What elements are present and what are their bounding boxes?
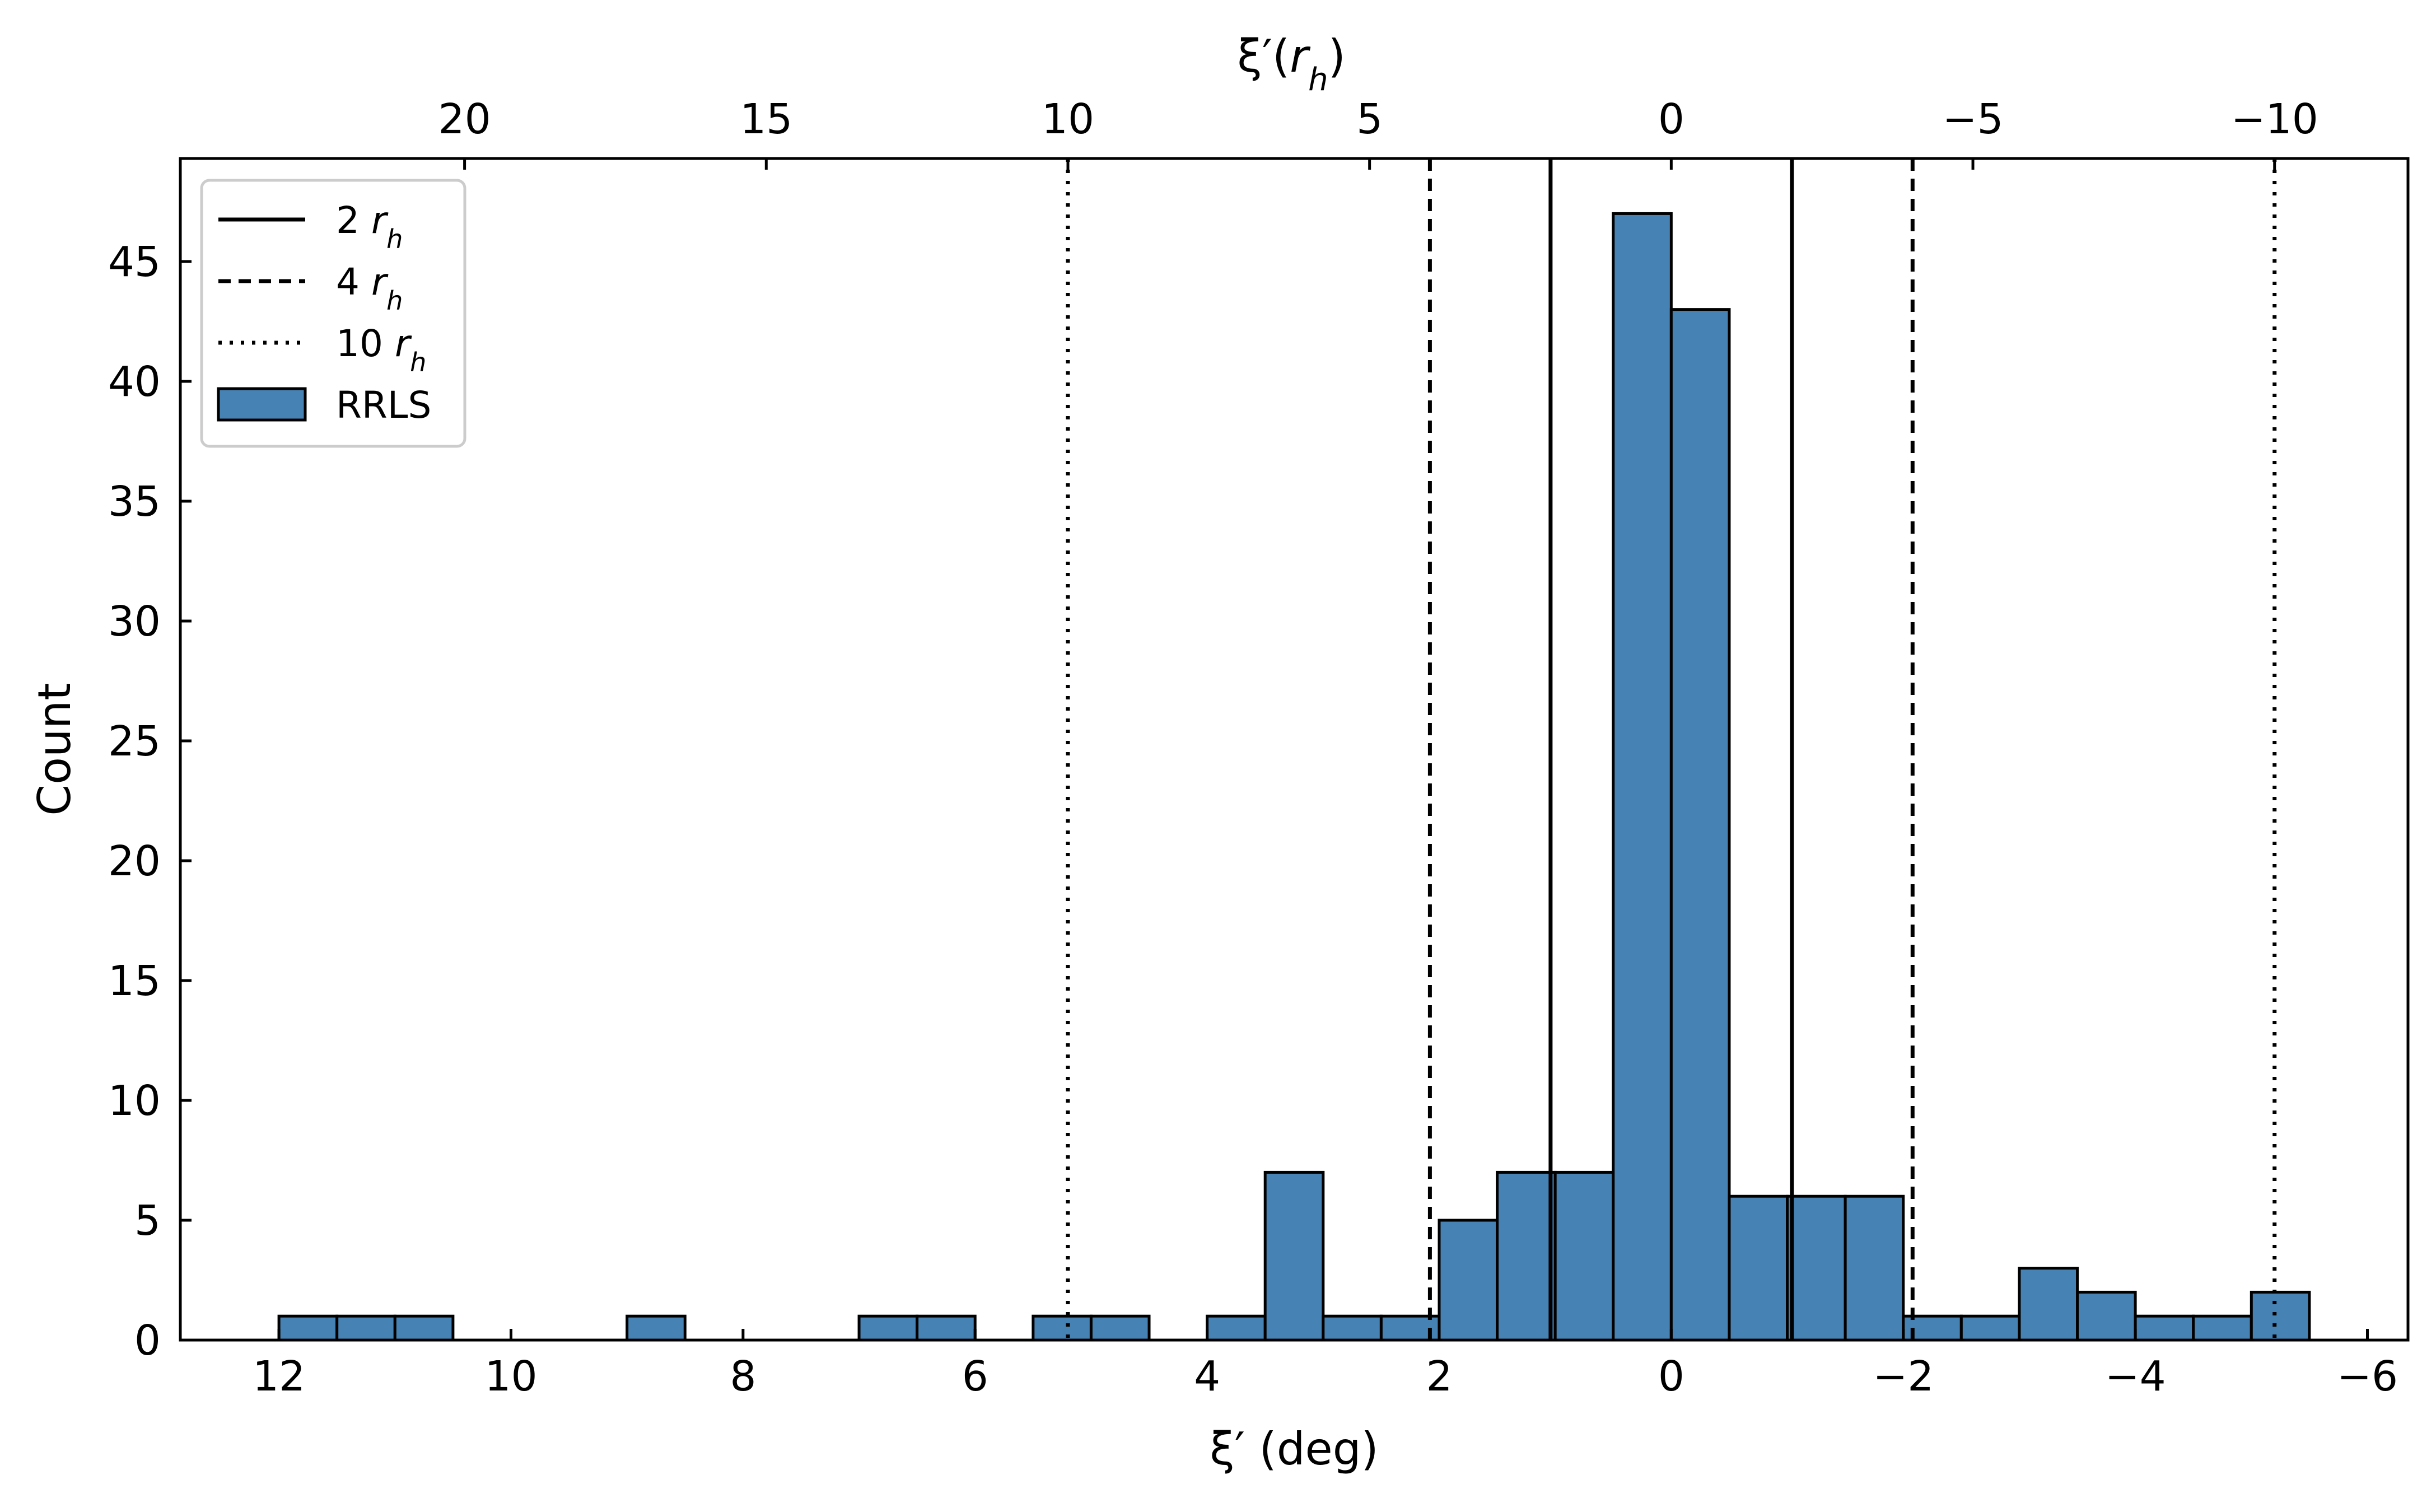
top-x-tick-label: 10	[1042, 95, 1094, 143]
histogram-bar	[1669, 308, 1731, 1342]
legend-label: RRLS	[336, 384, 431, 427]
top-x-tick-label: −5	[1943, 95, 2004, 143]
top-x-tick-label: 20	[438, 95, 491, 143]
bottom-x-axis: 12 10 8 6 4 2 0 −2 −4 −6	[253, 1329, 2398, 1401]
legend: 2 rh 4 rh 10 rh RRLS	[200, 179, 466, 448]
histogram-bar	[857, 1314, 919, 1342]
x-tick-label: 6	[962, 1352, 988, 1401]
histogram-bar	[2192, 1314, 2253, 1342]
y-axis: 0 5 10 15 20 25 30 35 40 45	[108, 238, 192, 1365]
y-tick-label: 35	[108, 478, 161, 526]
histogram-bar	[1728, 1194, 1789, 1342]
histogram-bar	[916, 1314, 977, 1342]
histogram-bar	[393, 1314, 455, 1342]
x-tick-label: −2	[1873, 1352, 1934, 1401]
top-x-axis: 20 15 10 5 0 −5 −10	[438, 95, 2318, 170]
histogram-bar	[1032, 1314, 1093, 1342]
histogram-bar	[277, 1314, 339, 1342]
y-axis-label: Count	[29, 683, 81, 816]
bars-group	[277, 212, 2311, 1342]
y-tick-label: 5	[134, 1197, 161, 1245]
vertical-lines-group	[1066, 158, 2277, 1340]
top-x-tick-label: 5	[1356, 95, 1383, 143]
histogram-bar	[1786, 1194, 1847, 1342]
histogram-bar	[1089, 1314, 1151, 1342]
y-tick-label: 15	[108, 957, 161, 1005]
top-x-tick-label: 0	[1658, 95, 1684, 143]
x-tick-label: 8	[730, 1352, 756, 1401]
x-tick-label: −4	[2105, 1352, 2166, 1401]
x-tick-label: 4	[1194, 1352, 1220, 1401]
legend-label: 2 rh	[336, 199, 403, 254]
top-x-axis-label: ξ′(rh)	[1237, 30, 1346, 98]
legend-label: 4 rh	[336, 260, 403, 316]
x-tick-label: 0	[1658, 1352, 1684, 1401]
top-x-tick-label: −10	[2231, 95, 2318, 143]
histogram-bar	[1438, 1219, 1499, 1342]
histogram-bar	[335, 1314, 396, 1342]
histogram-bar	[1553, 1170, 1615, 1342]
legend-label: 10 rh	[336, 322, 426, 377]
legend-swatch-rrls	[217, 387, 307, 422]
histogram-bar	[1206, 1314, 1267, 1342]
x-tick-label: −6	[2337, 1352, 2398, 1401]
y-tick-label: 30	[108, 598, 161, 646]
y-tick-label: 25	[108, 717, 161, 766]
y-tick-label: 45	[108, 238, 161, 286]
histogram-bar	[2018, 1267, 2079, 1342]
histogram-bar	[2250, 1290, 2311, 1342]
x-tick-label: 2	[1426, 1352, 1452, 1401]
histogram-bar	[626, 1314, 687, 1342]
x-axis-label: ξ′ (deg)	[1210, 1423, 1378, 1475]
histogram-bar	[1612, 212, 1673, 1342]
histogram-bar	[1496, 1170, 1557, 1342]
histogram-bar	[2134, 1314, 2195, 1342]
histogram-bar	[2076, 1290, 2137, 1342]
y-tick-label: 0	[134, 1317, 161, 1365]
y-tick-label: 20	[108, 837, 161, 885]
plot-frame	[179, 157, 2410, 1342]
top-x-tick-label: 15	[740, 95, 792, 143]
legend-box	[200, 179, 466, 448]
histogram-bar	[1959, 1314, 2021, 1342]
histogram-bar	[1263, 1170, 1325, 1342]
y-tick-label: 40	[108, 358, 161, 406]
histogram-bar	[1844, 1194, 1905, 1342]
x-tick-label: 12	[253, 1352, 305, 1401]
y-tick-label: 10	[108, 1077, 161, 1125]
histogram-bar	[1322, 1314, 1383, 1342]
x-tick-label: 10	[484, 1352, 537, 1401]
